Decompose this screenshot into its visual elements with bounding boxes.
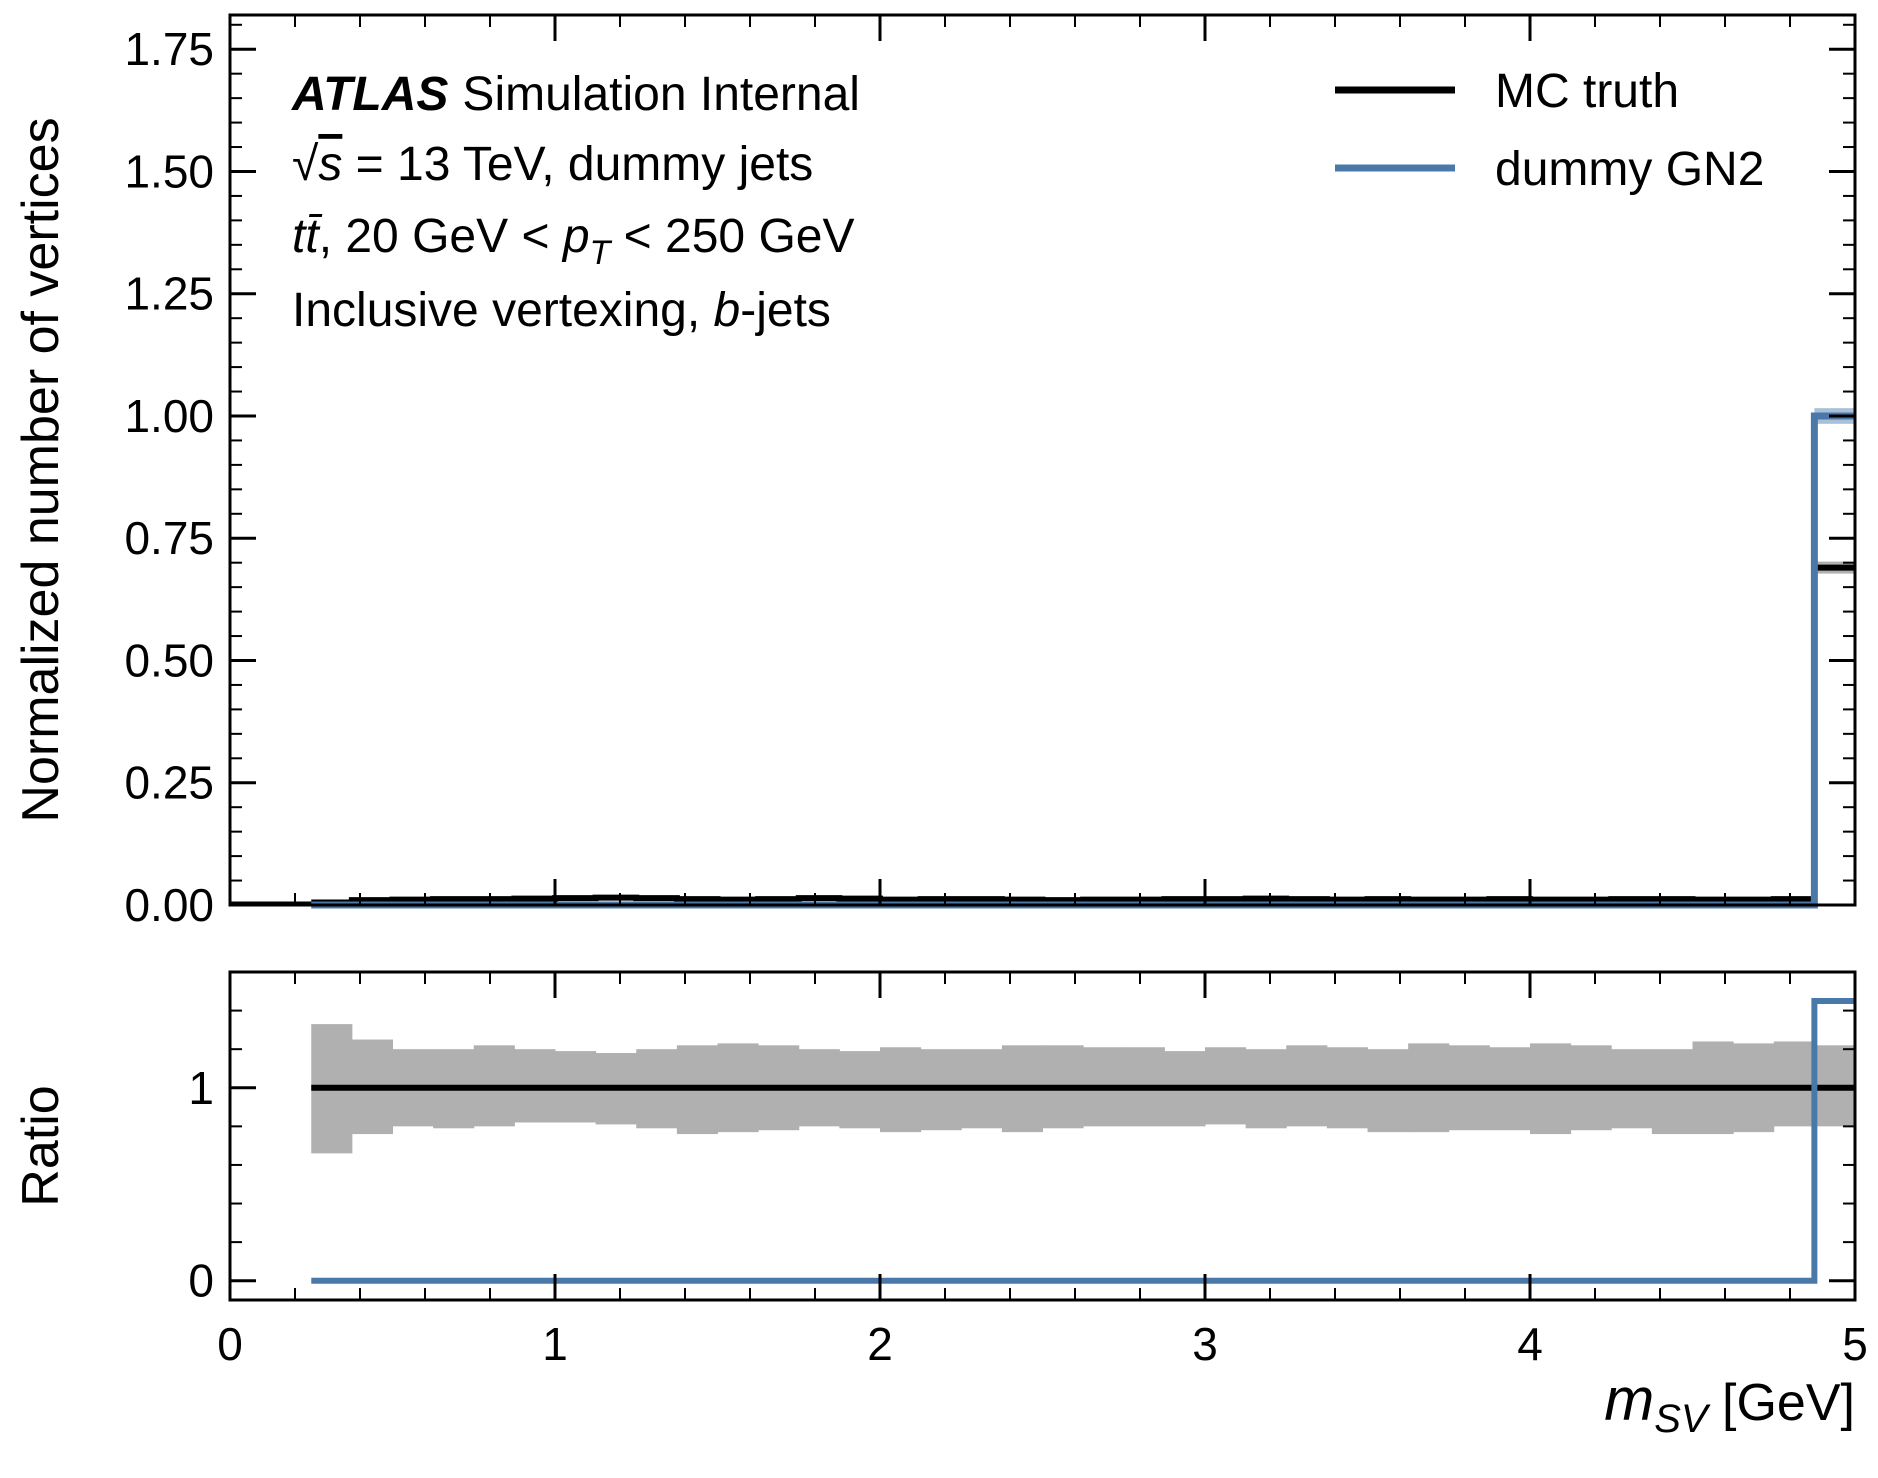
main-panel: 0.00 0.25 0.50 0.75 1.00 1.25 1.50 1.75 Normali… xyxy=(12,13,1857,931)
sample-t: t xyxy=(292,210,307,263)
main-series-mc-truth xyxy=(311,564,1855,906)
main-y-tick-label: 0.50 xyxy=(124,634,214,686)
x-tick-label: 1 xyxy=(542,1318,568,1370)
sample-tbar: t̄ xyxy=(305,210,322,263)
pt-symbol: p xyxy=(561,210,590,263)
x-tick-label: 5 xyxy=(1842,1318,1868,1370)
ratio-band-bin-36 xyxy=(1773,1041,1815,1127)
energy-label: √s = 13 TeV, dummy jets xyxy=(292,138,813,191)
main-plot-frame xyxy=(228,13,1857,907)
ratio-y-tick-label: 1 xyxy=(188,1062,214,1114)
ratio-band-bin-33 xyxy=(1651,1049,1693,1135)
vertexing-label: Inclusive vertexing, b-jets xyxy=(292,284,831,337)
main-y-tick-label: 0.75 xyxy=(124,512,214,564)
ratio-series-dummy-gn2 xyxy=(311,997,1855,1284)
energy-suffix: = 13 TeV, dummy jets xyxy=(342,138,813,191)
pt-suffix: < 250 GeV xyxy=(610,210,854,263)
x-tick-label: 4 xyxy=(1517,1318,1543,1370)
main-uncertainty-bands xyxy=(1814,408,1855,574)
x-axis-subscript: SV xyxy=(1654,1397,1711,1441)
ratio-panel: 0 1 0 1 2 3 4 5 Ratio mSV [GeV] xyxy=(12,970,1868,1441)
atlas-label: ATLAS Simulation Internal xyxy=(291,68,860,121)
main-y-tick-label: 0.00 xyxy=(124,879,214,931)
legend-label-mc-truth: MC truth xyxy=(1495,65,1679,118)
main-y-tick-label: 1.75 xyxy=(124,23,214,75)
energy-s-symbol: s xyxy=(318,138,342,191)
atlas-status: Simulation Internal xyxy=(462,68,860,121)
x-axis-title: mSV [GeV] xyxy=(1604,1366,1855,1441)
y-axis-title-main: Normalized number of vertices xyxy=(12,117,70,822)
sample-suffix: , 20 GeV < xyxy=(319,210,563,263)
atlas-experiment: ATLAS xyxy=(291,68,448,121)
vertexing-b: b xyxy=(714,284,741,337)
x-axis-unit: [GeV] xyxy=(1708,1374,1855,1432)
legend-label-dummy-gn2: dummy GN2 xyxy=(1495,143,1764,196)
x-tick-label: 2 xyxy=(867,1318,893,1370)
main-y-tick-label: 1.00 xyxy=(124,390,214,442)
sqrt-symbol: √ xyxy=(292,138,319,191)
sample-label: tt̄, 20 GeV < pT < 250 GeV xyxy=(292,210,855,272)
vertexing-prefix: Inclusive vertexing, xyxy=(292,284,714,337)
ratio-y-tick-label: 0 xyxy=(188,1255,214,1307)
ratio-axis-ticks: 0 1 0 1 2 3 4 5 xyxy=(188,972,1868,1370)
x-tick-label: 0 xyxy=(217,1318,243,1370)
x-tick-label: 3 xyxy=(1192,1318,1218,1370)
main-y-tick-label: 0.25 xyxy=(124,757,214,809)
ratio-plot-frame xyxy=(228,970,1857,1302)
legend: MC truth dummy GN2 xyxy=(1335,65,1764,196)
main-series-lines xyxy=(230,412,1855,909)
vertexing-suffix: -jets xyxy=(740,284,831,337)
x-axis-symbol: m xyxy=(1604,1366,1654,1433)
ratio-series-lines xyxy=(311,997,1855,1284)
y-axis-title-ratio: Ratio xyxy=(12,1085,70,1206)
main-y-tick-label: 1.25 xyxy=(124,268,214,320)
main-y-tick-label: 1.50 xyxy=(124,145,214,197)
pt-subscript: T xyxy=(590,234,613,272)
main-series-dummy-gn2 xyxy=(311,412,1855,909)
